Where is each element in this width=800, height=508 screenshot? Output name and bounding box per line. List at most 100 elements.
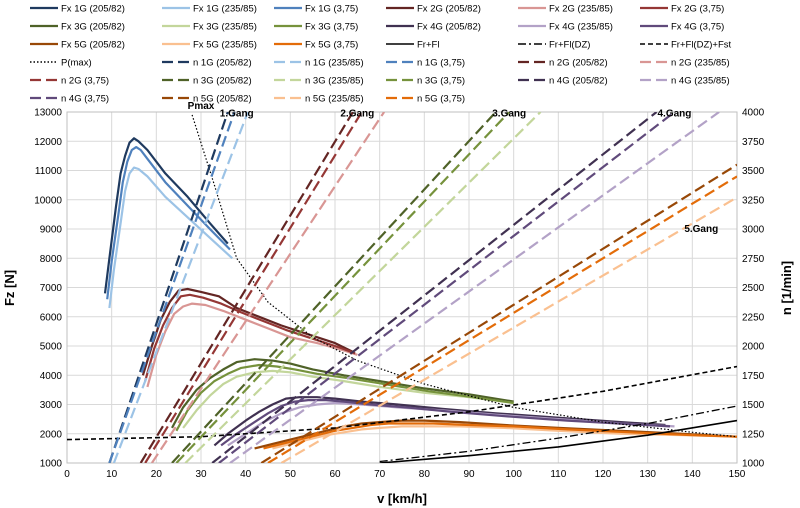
x-tick-label: 150 <box>729 469 746 480</box>
y2-tick-label: 3000 <box>742 225 765 236</box>
series-line-fr-fl-dz-fst <box>67 365 737 441</box>
legend-label-n-4g-3-75: n 4G (3,75) <box>61 94 109 105</box>
legend-label-n-1g-205-82: n 1G (205/82) <box>193 58 252 69</box>
series-line-fx-2g-3-75 <box>144 293 356 382</box>
y-tick-label: 3000 <box>40 400 63 411</box>
series-layer <box>67 112 737 463</box>
series-line-p-max <box>191 114 737 438</box>
x-tick-label: 50 <box>285 469 297 480</box>
axes: 0 10 20 30 40 50 60 70 80 90 100 110 120 130 140 150100… <box>34 108 764 481</box>
legend-label-n-1g-235-85: n 1G (235/85) <box>305 58 364 69</box>
legend: Fx 1G (205/82) Fx 1G (235/85) Fx 1G (3,75)… <box>30 4 732 105</box>
y2-axis-label: n [1/min] <box>779 261 794 315</box>
series-line-n-3g-235-85 <box>184 112 542 463</box>
series-line-n-4g-205-82 <box>211 112 658 463</box>
series-line-fx-4g-3-75 <box>220 399 671 447</box>
y-tick-label: 9000 <box>40 225 63 236</box>
legend-label-n-2g-235-85: n 2G (235/85) <box>671 58 730 69</box>
series-line-n-1g-235-85 <box>112 112 249 463</box>
y-tick-label: 11000 <box>35 166 63 177</box>
legend-label-p-max: P(max) <box>61 58 92 69</box>
y-tick-label: 13000 <box>34 108 62 119</box>
legend-label-n-5g-205-82: n 5G (205/82) <box>193 94 252 105</box>
x-tick-label: 20 <box>151 469 163 480</box>
series-line-fr-fl <box>379 419 737 463</box>
x-tick-label: 0 <box>64 469 70 480</box>
x-tick-label: 130 <box>639 469 656 480</box>
y2-tick-label: 4000 <box>742 108 765 119</box>
x-tick-label: 140 <box>684 469 701 480</box>
x-tick-label: 10 <box>106 469 118 480</box>
legend-label-fx-1g-3-75: Fx 1G (3,75) <box>305 4 358 15</box>
annotation-2-gang: 2.Gang <box>340 108 374 119</box>
y-tick-label: 10000 <box>34 195 62 206</box>
annotation-4-gang: 4.Gang <box>658 108 692 119</box>
annotation-pmax: Pmax <box>188 101 215 112</box>
y2-tick-label: 2250 <box>742 312 765 323</box>
series-line-fx-5g-235-85 <box>272 425 737 450</box>
plot-area-frame <box>66 111 738 464</box>
y-tick-label: 4000 <box>40 371 63 382</box>
y2-tick-label: 1500 <box>742 400 765 411</box>
y2-tick-label: 2000 <box>742 342 765 353</box>
series-line-fx-2g-205-82 <box>141 287 354 376</box>
legend-label-fx-1g-235-85: Fx 1G (235/85) <box>193 4 257 15</box>
y2-tick-label: 2500 <box>742 283 765 294</box>
series-line-n-5g-3-75 <box>267 175 737 463</box>
x-tick-label: 90 <box>463 469 475 480</box>
legend-label-fr-fl: Fr+Fl <box>417 40 439 51</box>
y-tick-label: 1000 <box>40 459 63 470</box>
x-tick-label: 110 <box>550 469 566 480</box>
legend-label-fx-5g-3-75: Fx 5G (3,75) <box>305 40 358 51</box>
series-line-n-2g-235-85 <box>150 112 386 463</box>
legend-label-fx-1g-205-82: Fx 1G (205/82) <box>61 4 125 15</box>
legend-label-fx-4g-3-75: Fx 4G (3,75) <box>671 22 724 33</box>
series-line-n-2g-205-82 <box>139 112 354 463</box>
y2-tick-label: 3750 <box>742 137 765 148</box>
legend-label-n-1g-3-75: n 1G (3,75) <box>417 58 465 69</box>
legend-label-fx-2g-205-82: Fx 2G (205/82) <box>417 4 481 15</box>
x-tick-label: 100 <box>505 469 522 480</box>
legend-label-n-3g-235-85: n 3G (235/85) <box>305 76 364 87</box>
legend-label-n-5g-235-85: n 5G (235/85) <box>305 94 364 105</box>
y2-tick-label: 3250 <box>742 195 765 206</box>
legend-label-n-4g-205-82: n 4G (205/82) <box>549 76 608 87</box>
legend-label-fx-2g-235-85: Fx 2G (235/85) <box>549 4 613 15</box>
annotation-5-gang: 5.Gang <box>684 224 718 235</box>
series-line-n-1g-3-75 <box>108 112 236 463</box>
y-tick-label: 6000 <box>40 312 63 323</box>
series-line-n-5g-235-85 <box>280 196 737 463</box>
y2-tick-label: 1000 <box>742 459 765 470</box>
x-tick-label: 60 <box>329 469 341 480</box>
legend-label-n-4g-235-85: n 4G (235/85) <box>671 76 730 87</box>
legend-label-fx-5g-205-82: Fx 5G (205/82) <box>61 40 125 51</box>
series-line-n-2g-3-75 <box>144 112 363 463</box>
x-tick-label: 120 <box>595 469 612 480</box>
annotation-3-gang: 3.Gang <box>492 108 526 119</box>
y-tick-label: 8000 <box>40 254 63 265</box>
x-tick-label: 30 <box>195 469 207 480</box>
y-tick-label: 2000 <box>40 429 63 440</box>
legend-label-fx-5g-235-85: Fx 5G (235/85) <box>193 40 257 51</box>
legend-label-fx-3g-205-82: Fx 3G (205/82) <box>61 22 125 33</box>
x-axis-label: v [km/h] <box>377 491 427 506</box>
y2-tick-label: 2750 <box>742 254 765 265</box>
series-line-fx-2g-235-85 <box>146 302 358 388</box>
y-tick-label: 7000 <box>40 283 63 294</box>
series-line-fx-3g-235-85 <box>182 369 514 429</box>
series-line-n-4g-235-85 <box>229 112 720 463</box>
y2-tick-label: 3500 <box>742 166 765 177</box>
legend-label-n-2g-3-75: n 2G (3,75) <box>61 76 109 87</box>
y2-tick-label: 1750 <box>742 371 765 382</box>
legend-label-fx-3g-235-85: Fx 3G (235/85) <box>193 22 257 33</box>
annotations: Pmax 1.Gang 2.Gang 3.Gang 4.Gang 5.Gang <box>188 101 719 235</box>
legend-label-n-3g-205-82: n 3G (205/82) <box>193 76 252 87</box>
series-line-fx-1g-3-75 <box>106 146 231 300</box>
series-line-fx-3g-205-82 <box>171 358 514 429</box>
legend-label-n-5g-3-75: n 5G (3,75) <box>417 94 465 105</box>
x-tick-label: 80 <box>419 469 431 480</box>
legend-label-n-2g-205-82: n 2G (205/82) <box>549 58 608 69</box>
y-axis-label: Fz [N] <box>2 270 17 306</box>
legend-label-fr-fl-dz-fst: Fr+Fl(DZ)+Fst <box>671 40 732 51</box>
annotation-1-gang: 1.Gang <box>220 108 254 119</box>
